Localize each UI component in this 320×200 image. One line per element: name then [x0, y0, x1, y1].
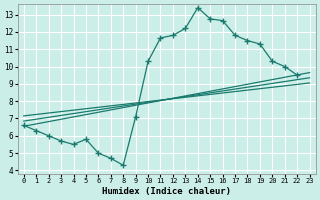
X-axis label: Humidex (Indice chaleur): Humidex (Indice chaleur) [102, 187, 231, 196]
